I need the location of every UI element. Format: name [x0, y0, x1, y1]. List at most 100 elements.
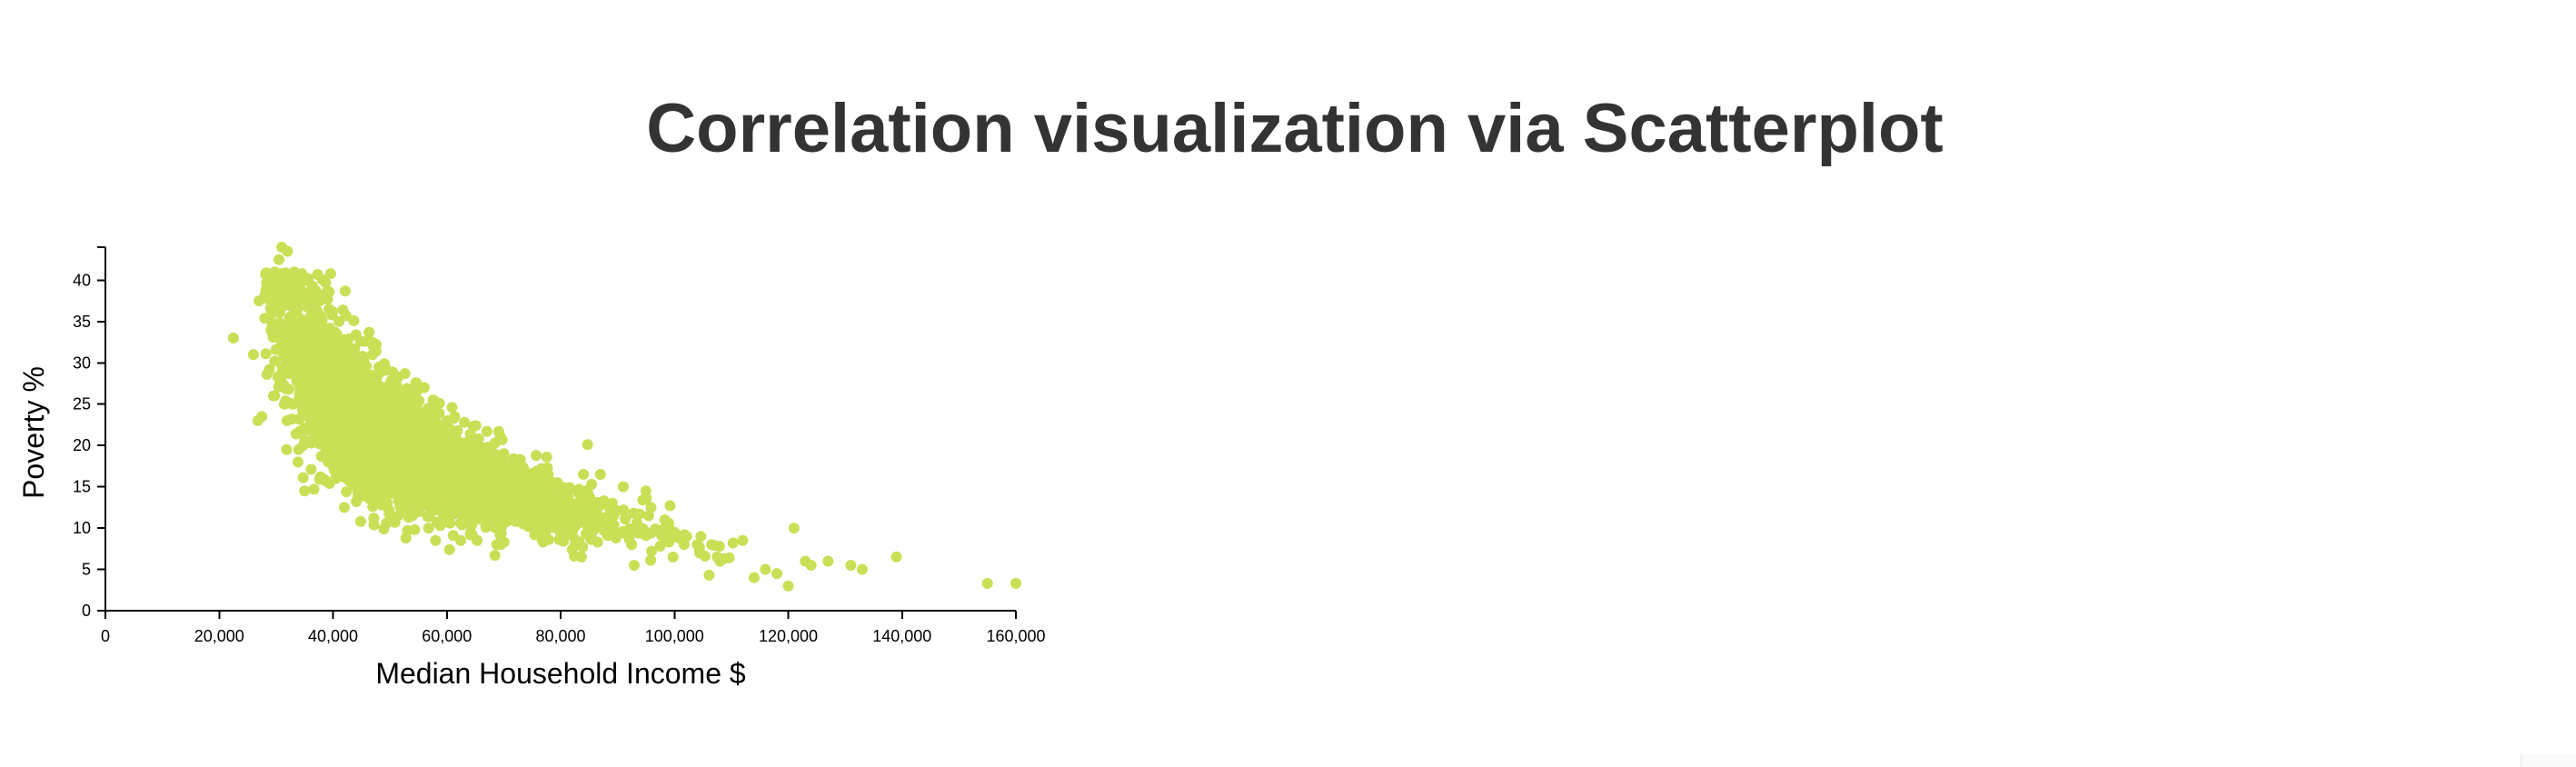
data-point [642, 510, 654, 522]
data-point [481, 425, 492, 437]
data-point [472, 433, 484, 444]
data-point [300, 274, 312, 286]
data-point [429, 476, 441, 488]
data-point [582, 520, 593, 532]
data-point [519, 478, 531, 490]
data-point [296, 333, 308, 344]
data-point [287, 398, 299, 410]
data-point [338, 350, 350, 362]
y-tick-label: 35 [73, 313, 91, 331]
data-point [400, 423, 412, 435]
data-point [400, 533, 412, 543]
data-point [394, 440, 406, 452]
data-point [321, 334, 332, 345]
data-point [328, 462, 340, 473]
data-point [805, 560, 817, 571]
data-point [318, 289, 330, 301]
data-point [372, 382, 383, 393]
points-layer [227, 242, 1021, 592]
x-tick-label: 120,000 [759, 627, 818, 645]
data-point [365, 471, 376, 483]
data-point [445, 449, 457, 461]
data-point [586, 478, 598, 490]
data-point [695, 531, 707, 543]
data-point [447, 491, 459, 503]
data-point [371, 339, 383, 351]
data-point [423, 437, 435, 449]
data-point [623, 523, 635, 534]
data-point [361, 360, 373, 372]
data-point [440, 469, 452, 481]
data-point [338, 502, 350, 513]
x-tick-label: 40,000 [308, 627, 358, 645]
data-point [330, 360, 342, 371]
data-point [337, 422, 349, 433]
data-point [446, 402, 458, 413]
data-point [348, 445, 359, 457]
data-point [256, 411, 268, 423]
data-point [443, 543, 455, 555]
data-point [667, 551, 679, 563]
data-point [269, 355, 281, 367]
data-point [318, 473, 330, 485]
data-point [396, 490, 408, 502]
data-point [479, 453, 491, 465]
y-tick-label: 5 [82, 561, 91, 579]
data-point [423, 453, 434, 465]
data-point [822, 555, 834, 567]
data-point [638, 528, 650, 540]
data-point [428, 400, 440, 412]
data-point [313, 426, 325, 438]
y-tick-label: 20 [73, 436, 91, 454]
data-point [294, 295, 306, 307]
data-point [323, 365, 334, 377]
data-point [385, 435, 397, 447]
data-point [299, 485, 311, 497]
data-point [383, 508, 395, 520]
data-point [572, 487, 584, 498]
data-point [302, 423, 313, 434]
data-point [464, 529, 476, 541]
data-point [360, 431, 372, 443]
data-point [411, 386, 423, 398]
y-tick-label: 10 [73, 519, 91, 537]
data-point [542, 512, 553, 523]
data-point [379, 364, 391, 376]
data-point [856, 563, 868, 575]
data-point [449, 411, 461, 423]
data-point [346, 396, 358, 408]
data-point [347, 458, 359, 470]
data-point [595, 499, 607, 511]
data-point [464, 428, 476, 440]
data-point [473, 513, 485, 525]
data-point [645, 502, 657, 513]
data-point [399, 414, 411, 426]
data-point [274, 268, 285, 280]
data-point [788, 523, 800, 534]
data-point [288, 313, 300, 324]
data-point [493, 494, 505, 506]
data-point [550, 509, 562, 521]
data-point [268, 390, 279, 402]
data-point [360, 418, 372, 430]
data-point [413, 479, 425, 491]
data-point [376, 499, 387, 511]
page-title: Correlation visualization via Scatterplo… [646, 90, 1944, 167]
data-point [291, 375, 303, 387]
data-point [530, 475, 542, 487]
data-point [439, 432, 451, 443]
data-point [429, 413, 441, 424]
data-point [706, 539, 718, 551]
data-point [455, 534, 466, 546]
data-point [323, 436, 334, 448]
data-point [1010, 578, 1021, 589]
data-point [531, 513, 542, 525]
data-point [546, 522, 557, 533]
data-point [348, 314, 360, 326]
data-point [308, 337, 319, 349]
data-point [333, 433, 345, 444]
data-point [468, 495, 480, 507]
data-point [325, 268, 336, 280]
data-point [410, 419, 422, 431]
data-point [578, 469, 590, 480]
